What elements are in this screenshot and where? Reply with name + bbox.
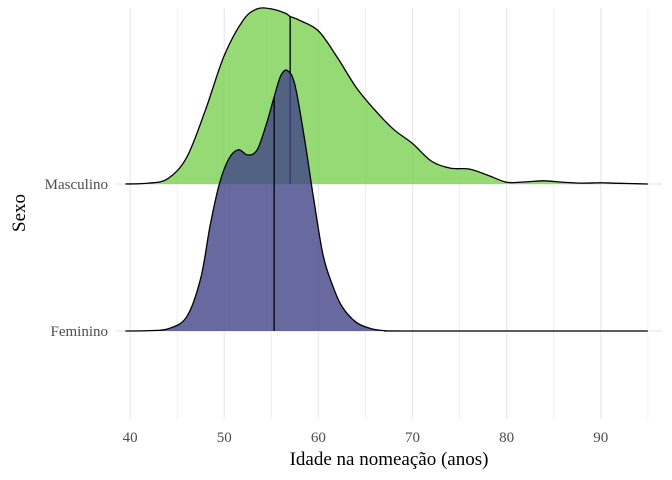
ridge-outline-masculino [125,7,648,185]
ridge-masculino [125,7,648,185]
density-ridges [125,7,648,332]
x-tick-label: 90 [593,430,608,446]
y-axis-title: Sexo [9,194,30,232]
x-tick-label: 40 [123,430,138,446]
x-tick-label: 60 [311,430,326,446]
x-tick-label: 70 [405,430,420,446]
y-axis-ticks: Masculino Feminino [45,177,108,340]
y-tick-label-masculino: Masculino [45,177,108,193]
x-tick-label: 80 [499,430,514,446]
ridge-fill-feminino [125,70,648,331]
x-axis-ticks: 40 50 60 70 80 90 [123,430,609,446]
ridge-feminino [125,69,648,332]
x-tick-label: 50 [217,430,232,446]
x-axis-title: Idade na nomeação (anos) [290,449,489,470]
ridge-fill-masculino [125,7,648,184]
ridge-outline-feminino [125,69,648,332]
grid-lines [116,8,662,419]
y-tick-label-feminino: Feminino [50,324,108,340]
